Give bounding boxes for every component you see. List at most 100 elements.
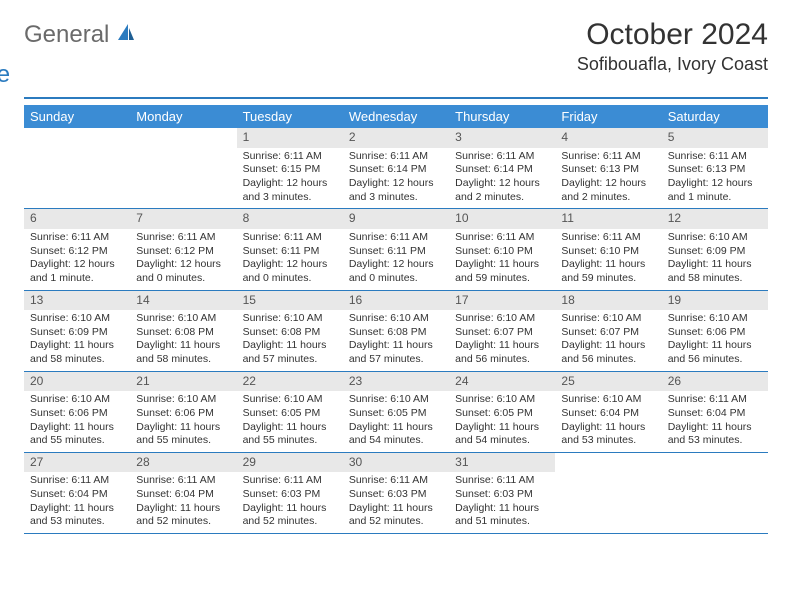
sunrise-text: Sunrise: 6:11 AM [561, 150, 655, 164]
day-cell: 12Sunrise: 6:10 AMSunset: 6:09 PMDayligh… [662, 209, 768, 289]
daylight-text: Daylight: 11 hours and 54 minutes. [455, 421, 549, 448]
sunset-text: Sunset: 6:12 PM [30, 245, 124, 259]
day-cell: 22Sunrise: 6:10 AMSunset: 6:05 PMDayligh… [237, 372, 343, 452]
daylight-text: Daylight: 11 hours and 51 minutes. [455, 502, 549, 529]
day-cell [24, 128, 130, 208]
day-number: 5 [662, 128, 768, 148]
day-cell: 7Sunrise: 6:11 AMSunset: 6:12 PMDaylight… [130, 209, 236, 289]
sunset-text: Sunset: 6:10 PM [561, 245, 655, 259]
sunset-text: Sunset: 6:09 PM [668, 245, 762, 259]
day-number: 2 [343, 128, 449, 148]
daylight-text: Daylight: 11 hours and 52 minutes. [243, 502, 337, 529]
day-cell: 27Sunrise: 6:11 AMSunset: 6:04 PMDayligh… [24, 453, 130, 533]
logo-word2: Blue [0, 64, 10, 86]
week-row: 1Sunrise: 6:11 AMSunset: 6:15 PMDaylight… [24, 128, 768, 209]
calendar: Sunday Monday Tuesday Wednesday Thursday… [24, 105, 768, 534]
sunset-text: Sunset: 6:05 PM [349, 407, 443, 421]
sunset-text: Sunset: 6:06 PM [136, 407, 230, 421]
day-number: 15 [237, 291, 343, 311]
daylight-text: Daylight: 11 hours and 56 minutes. [668, 339, 762, 366]
sunset-text: Sunset: 6:09 PM [30, 326, 124, 340]
day-cell: 16Sunrise: 6:10 AMSunset: 6:08 PMDayligh… [343, 291, 449, 371]
day-info: Sunrise: 6:10 AMSunset: 6:05 PMDaylight:… [343, 391, 449, 452]
day-number: 25 [555, 372, 661, 392]
day-info: Sunrise: 6:11 AMSunset: 6:03 PMDaylight:… [343, 472, 449, 533]
month-title: October 2024 [577, 18, 768, 52]
day-number: 8 [237, 209, 343, 229]
sunset-text: Sunset: 6:03 PM [243, 488, 337, 502]
sunset-text: Sunset: 6:10 PM [455, 245, 549, 259]
sunrise-text: Sunrise: 6:11 AM [349, 231, 443, 245]
day-number: 28 [130, 453, 236, 473]
sunrise-text: Sunrise: 6:10 AM [455, 393, 549, 407]
day-info: Sunrise: 6:10 AMSunset: 6:08 PMDaylight:… [343, 310, 449, 371]
day-number: 3 [449, 128, 555, 148]
day-number: 12 [662, 209, 768, 229]
sunset-text: Sunset: 6:13 PM [668, 163, 762, 177]
daylight-text: Daylight: 11 hours and 59 minutes. [561, 258, 655, 285]
sunrise-text: Sunrise: 6:10 AM [349, 393, 443, 407]
sunset-text: Sunset: 6:04 PM [668, 407, 762, 421]
day-info: Sunrise: 6:11 AMSunset: 6:14 PMDaylight:… [343, 148, 449, 209]
daylight-text: Daylight: 12 hours and 0 minutes. [243, 258, 337, 285]
sunrise-text: Sunrise: 6:10 AM [668, 312, 762, 326]
day-number: 24 [449, 372, 555, 392]
day-info: Sunrise: 6:11 AMSunset: 6:04 PMDaylight:… [662, 391, 768, 452]
sunrise-text: Sunrise: 6:11 AM [243, 231, 337, 245]
sunrise-text: Sunrise: 6:11 AM [668, 393, 762, 407]
day-number: 19 [662, 291, 768, 311]
day-info: Sunrise: 6:10 AMSunset: 6:05 PMDaylight:… [449, 391, 555, 452]
sunset-text: Sunset: 6:04 PM [30, 488, 124, 502]
daylight-text: Daylight: 12 hours and 2 minutes. [455, 177, 549, 204]
sunrise-text: Sunrise: 6:10 AM [243, 312, 337, 326]
day-number: 16 [343, 291, 449, 311]
day-cell: 26Sunrise: 6:11 AMSunset: 6:04 PMDayligh… [662, 372, 768, 452]
day-number: 27 [24, 453, 130, 473]
daylight-text: Daylight: 11 hours and 55 minutes. [30, 421, 124, 448]
sunset-text: Sunset: 6:05 PM [243, 407, 337, 421]
sunset-text: Sunset: 6:14 PM [455, 163, 549, 177]
day-info: Sunrise: 6:11 AMSunset: 6:03 PMDaylight:… [237, 472, 343, 533]
day-cell: 8 Sunrise: 6:11 AMSunset: 6:11 PMDaylight… [237, 209, 343, 289]
day-info: Sunrise: 6:10 AMSunset: 6:06 PMDaylight:… [662, 310, 768, 371]
day-cell: 11Sunrise: 6:11 AMSunset: 6:10 PMDayligh… [555, 209, 661, 289]
day-cell: 18Sunrise: 6:10 AMSunset: 6:07 PMDayligh… [555, 291, 661, 371]
day-header: Tuesday [237, 105, 343, 128]
sunrise-text: Sunrise: 6:10 AM [30, 393, 124, 407]
location: Sofibouafla, Ivory Coast [577, 54, 768, 75]
logo-word1: General [24, 21, 109, 48]
daylight-text: Daylight: 11 hours and 55 minutes. [136, 421, 230, 448]
sunset-text: Sunset: 6:14 PM [349, 163, 443, 177]
day-cell: 3Sunrise: 6:11 AMSunset: 6:14 PMDaylight… [449, 128, 555, 208]
day-cell: 6Sunrise: 6:11 AMSunset: 6:12 PMDaylight… [24, 209, 130, 289]
day-number: 1 [237, 128, 343, 148]
day-info: Sunrise: 6:11 AMSunset: 6:10 PMDaylight:… [555, 229, 661, 290]
daylight-text: Daylight: 11 hours and 55 minutes. [243, 421, 337, 448]
sunrise-text: Sunrise: 6:11 AM [136, 231, 230, 245]
daylight-text: Daylight: 12 hours and 3 minutes. [243, 177, 337, 204]
daylight-text: Daylight: 11 hours and 54 minutes. [349, 421, 443, 448]
day-info: Sunrise: 6:11 AMSunset: 6:04 PMDaylight:… [130, 472, 236, 533]
day-info: Sunrise: 6:10 AMSunset: 6:04 PMDaylight:… [555, 391, 661, 452]
sunset-text: Sunset: 6:12 PM [136, 245, 230, 259]
sunset-text: Sunset: 6:11 PM [243, 245, 337, 259]
day-info: Sunrise: 6:11 AMSunset: 6:13 PMDaylight:… [662, 148, 768, 209]
day-info: Sunrise: 6:10 AMSunset: 6:07 PMDaylight:… [449, 310, 555, 371]
sunrise-text: Sunrise: 6:11 AM [30, 474, 124, 488]
sunrise-text: Sunrise: 6:11 AM [349, 150, 443, 164]
day-header: Friday [555, 105, 661, 128]
sunset-text: Sunset: 6:06 PM [30, 407, 124, 421]
sunset-text: Sunset: 6:08 PM [136, 326, 230, 340]
day-cell: 25Sunrise: 6:10 AMSunset: 6:04 PMDayligh… [555, 372, 661, 452]
daylight-text: Daylight: 11 hours and 59 minutes. [455, 258, 549, 285]
day-info: Sunrise: 6:10 AMSunset: 6:05 PMDaylight:… [237, 391, 343, 452]
sunrise-text: Sunrise: 6:10 AM [30, 312, 124, 326]
day-number: 31 [449, 453, 555, 473]
day-number: 21 [130, 372, 236, 392]
sunrise-text: Sunrise: 6:11 AM [349, 474, 443, 488]
sunset-text: Sunset: 6:06 PM [668, 326, 762, 340]
day-cell: 9Sunrise: 6:11 AMSunset: 6:11 PMDaylight… [343, 209, 449, 289]
daylight-text: Daylight: 11 hours and 57 minutes. [349, 339, 443, 366]
sunrise-text: Sunrise: 6:11 AM [30, 231, 124, 245]
sunset-text: Sunset: 6:15 PM [243, 163, 337, 177]
